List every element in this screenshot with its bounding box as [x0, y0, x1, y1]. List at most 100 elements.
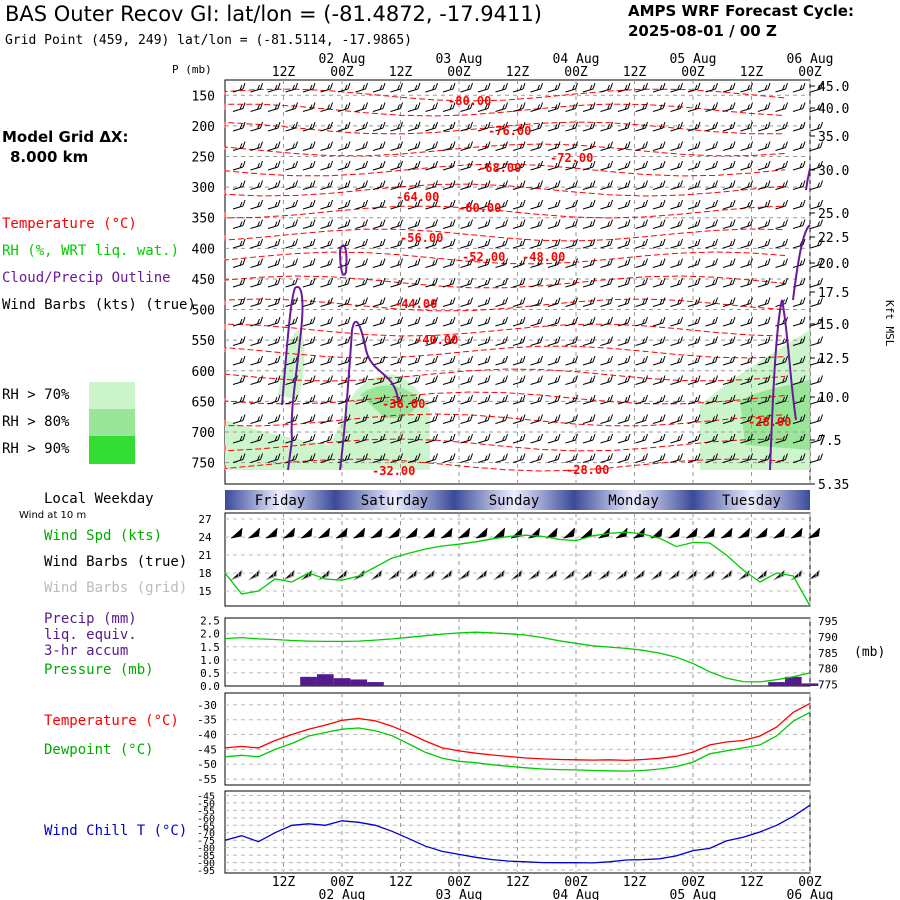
legend-precip-accum: 3-hr accum — [44, 643, 129, 659]
wind-barb — [302, 277, 316, 288]
wind-barb — [232, 141, 246, 151]
wind-barb — [617, 219, 631, 229]
wind-barb — [425, 258, 438, 268]
wind-barb — [355, 82, 368, 93]
wind-barb — [792, 297, 806, 307]
wind-barb — [740, 375, 753, 385]
precip-bar — [367, 682, 384, 686]
precip-tick-label: 1.0 — [200, 654, 220, 667]
hour-label: 12Z — [740, 875, 764, 890]
wind-barb — [635, 258, 648, 268]
wind-barb — [425, 219, 438, 229]
wind-barb — [337, 297, 351, 307]
wind-barb — [635, 433, 648, 444]
pressure-tick-label: 790 — [818, 631, 838, 644]
temperature-tick-label: -40 — [197, 729, 217, 742]
wind-barb — [337, 180, 351, 190]
wind-barb — [232, 219, 246, 229]
wind-barb — [810, 277, 823, 288]
wind-barb — [250, 82, 263, 93]
wind-barbs — [232, 82, 823, 463]
wind-barb — [687, 355, 701, 366]
wind-barb — [792, 414, 806, 424]
wind-barb — [757, 82, 771, 93]
true-wind-barb — [580, 527, 593, 539]
windchill-tick-label: -80 — [197, 844, 215, 855]
temperature-panel-hgrid — [225, 704, 810, 780]
hour-label: 12Z — [389, 65, 413, 80]
grid-wind-barb — [475, 569, 488, 581]
wind-barb — [250, 180, 263, 190]
wind-barb — [600, 121, 613, 132]
weekday-cell — [574, 490, 693, 510]
wind-barb — [635, 141, 648, 151]
wind-barb — [530, 102, 543, 112]
wind-barb — [512, 141, 526, 151]
wind-barb — [722, 180, 736, 190]
cloud-outline — [281, 285, 304, 471]
wind-barb — [407, 82, 421, 93]
wind-barb — [740, 160, 753, 171]
wind-barb — [372, 141, 386, 151]
wind-barb — [495, 141, 508, 151]
wind-barb — [460, 121, 473, 132]
wind-barb — [547, 414, 561, 424]
wind-barb — [705, 258, 718, 268]
wind-barb — [652, 297, 666, 307]
wind-barb — [670, 102, 683, 112]
hour-label: 00Z — [330, 875, 354, 890]
temperature-label: -76.00 — [488, 124, 531, 138]
temperature-contour — [224, 88, 786, 102]
wind-barb — [407, 394, 421, 405]
wind-barb — [442, 102, 456, 112]
wind-barb — [460, 180, 473, 190]
wind-barb — [670, 394, 683, 405]
hour-label: 00Z — [330, 65, 354, 80]
wind-barb — [757, 141, 771, 151]
wind-barb — [495, 102, 508, 112]
pressure-line — [224, 631, 811, 683]
wind-barb — [425, 453, 438, 463]
grid-wind-barb — [265, 569, 278, 581]
true-wind-barb — [370, 527, 383, 539]
wind-barb — [442, 297, 456, 307]
wind-barb — [810, 394, 823, 405]
wind-barb — [635, 199, 648, 210]
wind-barb — [232, 355, 246, 366]
wind-barb — [337, 199, 351, 210]
legend-pressure: Pressure (mb) — [44, 662, 154, 678]
wind-barb — [302, 414, 316, 424]
wind-barb — [705, 394, 718, 405]
wind-barb — [530, 199, 543, 210]
wind-barb — [302, 297, 316, 307]
wind-barb — [442, 277, 456, 288]
hour-label: 12Z — [506, 875, 530, 890]
wind-barb — [320, 336, 333, 346]
wind-barb — [232, 102, 246, 112]
true-wind-barb — [283, 527, 295, 539]
wind-barb — [425, 121, 438, 132]
grid-wind-barb — [335, 569, 348, 581]
wind-barb — [320, 414, 333, 424]
wind-barb — [547, 375, 561, 385]
date-label: 05 Aug — [670, 52, 717, 67]
wind-barb — [722, 316, 736, 327]
wind-barb — [722, 160, 736, 171]
grid-wind-barb — [808, 569, 820, 581]
wind-barb — [320, 160, 333, 171]
height-axis-label: Kft MSL — [883, 300, 896, 347]
weekday-cell — [225, 490, 335, 510]
wind-barb — [285, 160, 298, 171]
wind-barb — [460, 238, 473, 249]
wind-barb — [250, 414, 263, 424]
wind-barb — [390, 238, 403, 249]
wind-barb — [652, 355, 666, 366]
wind-barb — [337, 102, 351, 112]
wind-barb — [337, 238, 351, 249]
wind-barb — [407, 375, 421, 385]
height-tick-label: 25.0 — [818, 207, 849, 222]
wind-barb — [547, 297, 561, 307]
wind-barb — [232, 375, 246, 385]
wind-barb — [670, 258, 683, 268]
wind-barb — [355, 277, 368, 288]
